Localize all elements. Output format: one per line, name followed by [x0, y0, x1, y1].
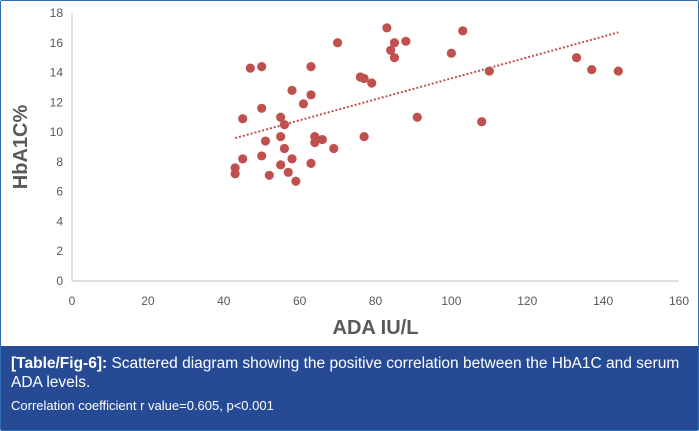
- data-point: [291, 176, 301, 186]
- data-point: [260, 136, 271, 146]
- data-point: [446, 48, 456, 58]
- scatter-chart: 0 2 4 6 8 10 12 14 16 18 0 20 40 60 80 100 120 140 160 ADA …: [10, 6, 689, 339]
- data-point: [279, 120, 290, 130]
- data-point: [298, 99, 309, 109]
- data-point: [230, 163, 240, 173]
- data-point: [283, 167, 293, 177]
- x-tick-label: 100: [441, 294, 461, 308]
- y-tick-label: 0: [56, 274, 63, 288]
- data-point: [587, 64, 597, 75]
- data-point: [276, 131, 286, 142]
- data-point: [276, 112, 286, 122]
- x-tick-label: 60: [293, 294, 307, 308]
- data-point: [257, 62, 267, 72]
- y-axis-title: HbA1C%: [10, 105, 32, 190]
- y-tick-label: 2: [56, 244, 63, 258]
- data-point: [332, 38, 343, 48]
- data-point: [264, 170, 274, 180]
- data-point: [367, 78, 377, 88]
- data-point: [310, 137, 320, 148]
- data-point: [317, 134, 327, 145]
- y-tick-label: 16: [50, 36, 64, 50]
- data-point: [359, 73, 369, 84]
- data-point: [245, 63, 255, 73]
- y-tick-label: 8: [56, 155, 63, 169]
- data-point: [306, 90, 316, 100]
- data-point: [257, 151, 267, 161]
- x-tick-label: 120: [517, 294, 537, 308]
- x-axis-title: ADA IU/L: [333, 317, 419, 339]
- data-point: [306, 158, 316, 168]
- data-point: [238, 114, 248, 124]
- data-point: [412, 112, 422, 122]
- caption-text: Scattered diagram showing the positive c…: [11, 355, 680, 391]
- data-point: [276, 160, 286, 170]
- data-point: [257, 103, 267, 113]
- data-point: [401, 36, 411, 46]
- y-tick-label: 10: [50, 125, 64, 139]
- data-point: [386, 45, 396, 55]
- y-tick-label: 6: [56, 185, 63, 199]
- data-point: [389, 38, 400, 48]
- data-point: [279, 143, 290, 154]
- data-point: [287, 85, 297, 96]
- data-point: [389, 53, 400, 63]
- trendline: [234, 31, 619, 140]
- y-tick-label: 12: [50, 95, 64, 109]
- caption-sub: Correlation coefficient r value=0.605, p…: [11, 398, 274, 413]
- data-point: [359, 131, 369, 142]
- data-point: [458, 26, 468, 36]
- data-point: [571, 53, 582, 63]
- y-tick-label: 14: [50, 66, 64, 80]
- data-point: [238, 154, 248, 164]
- data-point: [382, 23, 392, 33]
- x-tick-label: 40: [217, 294, 231, 308]
- caption-main: [Table/Fig-6]: Scattered diagram showing…: [11, 354, 688, 392]
- data-point: [613, 66, 623, 76]
- x-tick-label: 140: [593, 294, 613, 308]
- caption-tag: [Table/Fig-6]:: [11, 355, 108, 372]
- x-tick-label: 0: [69, 294, 76, 308]
- data-point: [306, 62, 316, 72]
- data-point: [484, 66, 494, 76]
- x-tick-label: 20: [141, 294, 155, 308]
- y-tick-label: 18: [50, 6, 64, 20]
- x-tick-label: 80: [369, 294, 383, 308]
- data-point: [477, 117, 487, 127]
- data-point: [287, 154, 297, 164]
- x-tick-label: 160: [669, 294, 689, 308]
- chart-area: 0 2 4 6 8 10 12 14 16 18 0 20 40 60 80 100 120 140 160 ADA …: [1, 1, 698, 346]
- figure-caption: [Table/Fig-6]: Scattered diagram showing…: [1, 346, 698, 430]
- y-tick-label: 4: [56, 214, 63, 228]
- data-point: [329, 143, 339, 154]
